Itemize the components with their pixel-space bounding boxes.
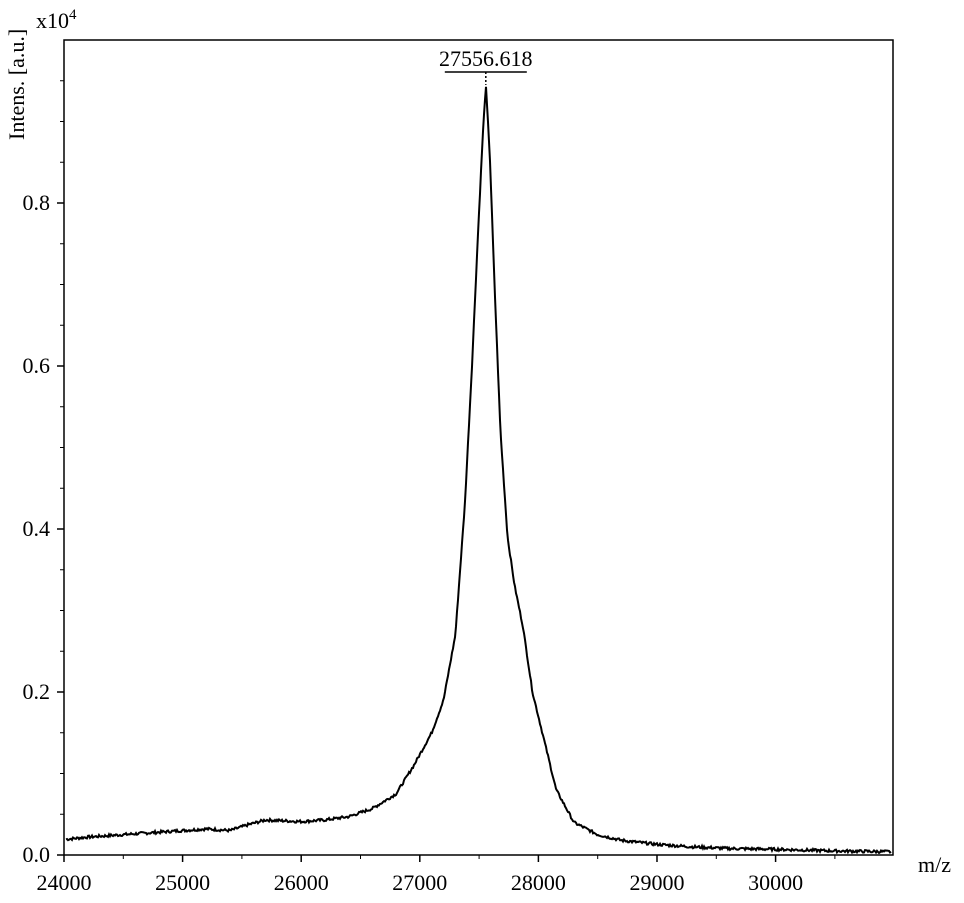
y-tick-label: 0.4 (23, 516, 51, 541)
y-tick-label: 0.2 (23, 679, 51, 704)
x-tick-label: 25000 (155, 870, 210, 895)
x-axis-ticks: 24000 25000 26000 27000 28000 29000 30000 (37, 855, 836, 895)
x-tick-label: 30000 (748, 870, 803, 895)
x-tick-label: 28000 (511, 870, 566, 895)
y-axis-label: Intens. [a.u.] (4, 29, 29, 140)
x-tick-label: 29000 (629, 870, 684, 895)
peak-label: 27556.618 (439, 46, 533, 71)
y-multiplier-base: x10 (36, 8, 69, 33)
x-tick-label: 24000 (37, 870, 92, 895)
peak-annotation: 27556.618 (439, 46, 533, 85)
spectrum-line (65, 86, 892, 855)
y-axis-ticks: 0.0 0.2 0.4 0.6 0.8 (23, 80, 64, 867)
y-tick-label: 0.0 (23, 842, 51, 867)
y-multiplier-exponent: 4 (69, 7, 77, 23)
y-tick-label: 0.6 (23, 353, 51, 378)
x-tick-label: 27000 (392, 870, 447, 895)
plot-frame (63, 39, 894, 856)
x-axis-label: m/z (918, 852, 951, 877)
y-tick-label: 0.8 (23, 190, 51, 215)
x-tick-label: 26000 (274, 870, 329, 895)
y-multiplier-label: x104 (36, 7, 77, 33)
